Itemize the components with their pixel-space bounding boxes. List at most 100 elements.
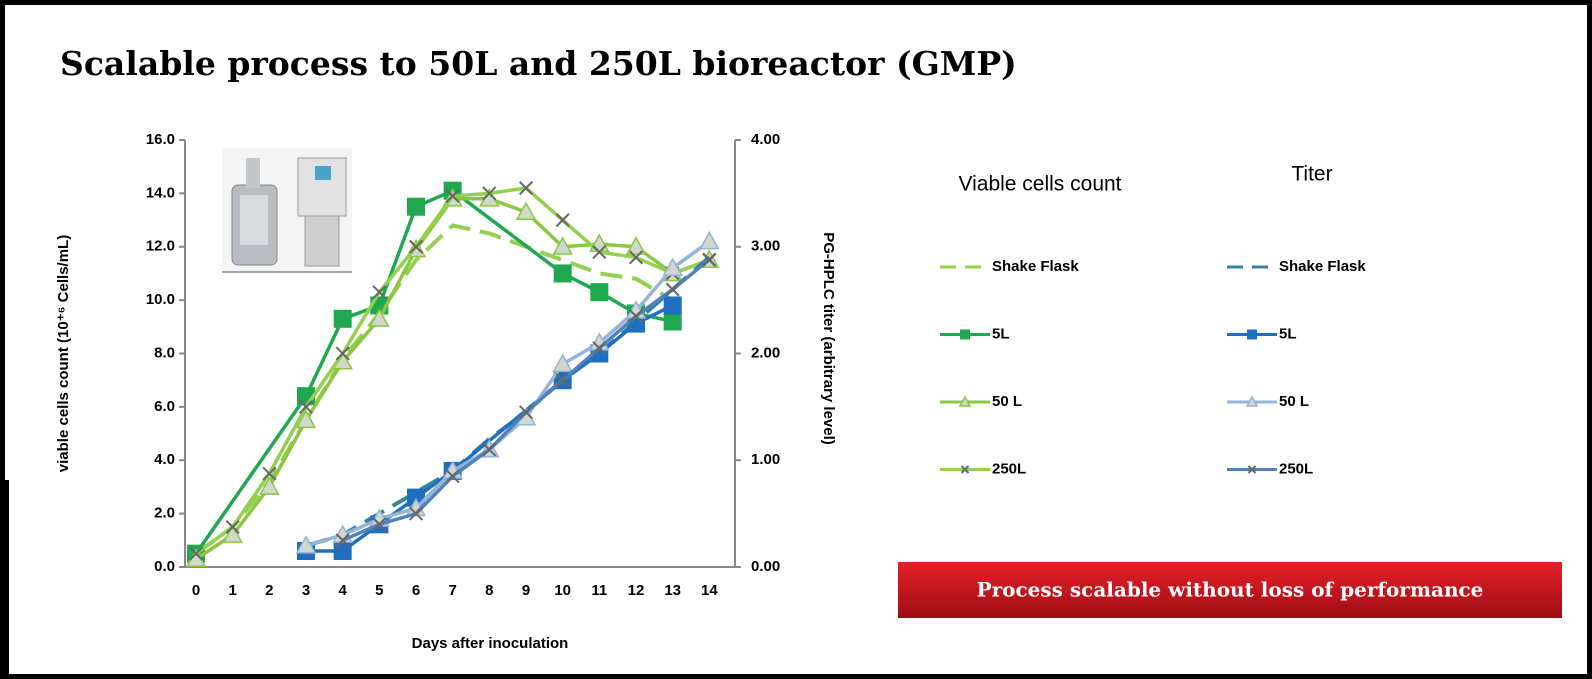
marker — [518, 181, 534, 196]
legend-item: 250L — [940, 460, 1026, 477]
y-tick-label: 14.0 — [146, 184, 175, 201]
marker — [188, 546, 204, 561]
y2-tick-label: 2.00 — [751, 344, 780, 361]
legend-label: 5L — [1279, 325, 1297, 342]
marker — [372, 285, 387, 300]
x-tick-label: 13 — [664, 582, 681, 599]
x-tick-label: 0 — [192, 582, 200, 599]
legend-item: 5L — [940, 325, 1010, 342]
legend-item: 50 L — [940, 393, 1022, 410]
marker — [699, 230, 720, 250]
y-tick-label: 12.0 — [146, 238, 175, 255]
x-tick-label: 5 — [375, 582, 383, 599]
legend-item: 50 L — [1227, 393, 1309, 410]
y-tick-label: 16.0 — [146, 131, 175, 148]
marker — [408, 239, 424, 254]
edge-bar — [0, 480, 9, 679]
marker — [333, 309, 352, 328]
marker — [592, 245, 607, 260]
x-tick-label: 14 — [701, 582, 718, 599]
x-tick-label: 11 — [591, 582, 607, 599]
marker — [663, 312, 682, 331]
x-tick-label: 1 — [228, 582, 236, 599]
marker — [369, 308, 390, 327]
y-axis-title: viable cells count (10⁺⁶ Cells/mL) — [55, 235, 72, 472]
legend-label: 50 L — [992, 393, 1022, 410]
marker — [295, 409, 317, 429]
marker — [1245, 395, 1259, 407]
legend-item: 250L — [1227, 460, 1313, 477]
marker — [665, 282, 680, 297]
marker — [662, 257, 683, 277]
marker — [552, 353, 573, 373]
photo-inset — [222, 148, 352, 273]
marker — [445, 189, 460, 204]
y2-tick-label: 1.00 — [751, 451, 780, 468]
marker — [408, 506, 424, 521]
y-tick-label: 10.0 — [146, 291, 175, 308]
legend-label: Shake Flask — [1279, 258, 1366, 275]
marker — [518, 405, 534, 420]
legend-title: Titer — [1291, 163, 1332, 186]
legend-item: Shake Flask — [1227, 258, 1366, 275]
marker — [407, 197, 425, 216]
y-tick-label: 0.0 — [154, 558, 175, 575]
legend-label: Shake Flask — [992, 258, 1079, 275]
marker — [1247, 329, 1257, 340]
series-line — [194, 223, 674, 556]
marker — [625, 236, 647, 255]
marker — [262, 466, 277, 481]
y-tick-label: 4.0 — [154, 451, 175, 468]
x-tick-label: 4 — [338, 582, 347, 599]
legend-item: Shake Flask — [940, 258, 1079, 275]
marker — [960, 329, 970, 340]
x-tick-label: 9 — [522, 582, 530, 599]
marker — [259, 476, 280, 495]
y2-tick-label: 0.00 — [751, 558, 780, 575]
banner — [898, 562, 1562, 618]
y2-tick-label: 3.00 — [751, 238, 780, 255]
marker — [960, 465, 970, 474]
banner-text: Process scalable without loss of perform… — [977, 578, 1484, 602]
marker — [628, 250, 644, 265]
marker — [552, 236, 573, 255]
x-tick-label: 12 — [628, 582, 645, 599]
marker — [958, 395, 972, 407]
marker — [590, 283, 609, 302]
marker — [333, 541, 352, 560]
marker — [372, 517, 387, 532]
marker — [295, 535, 317, 554]
y2-axis-title: PG-HPLC titer (arbitrary level) — [820, 232, 837, 445]
y-tick-label: 8.0 — [154, 344, 175, 361]
legend-label: 5L — [992, 325, 1010, 342]
marker — [553, 264, 572, 283]
x-tick-label: 2 — [265, 582, 273, 599]
x-tick-label: 10 — [554, 582, 571, 599]
legend-label: 250L — [1279, 460, 1313, 477]
marker — [663, 296, 682, 315]
legend-title: Viable cells count — [958, 173, 1121, 196]
slide-title: Scalable process to 50L and 250L bioreac… — [60, 44, 1017, 83]
marker — [555, 373, 570, 388]
marker — [592, 341, 607, 356]
x-tick-label: 6 — [412, 582, 420, 599]
legend-label: 50 L — [1279, 393, 1309, 410]
x-axis-title: Days after inoculation — [412, 635, 569, 652]
marker — [1247, 465, 1257, 474]
marker — [298, 399, 314, 414]
marker — [515, 201, 537, 221]
marker — [482, 186, 497, 201]
marker — [482, 442, 497, 457]
marker — [222, 524, 243, 543]
y-tick-label: 2.0 — [154, 505, 175, 522]
marker — [555, 213, 570, 228]
marker — [335, 346, 350, 361]
marker — [335, 533, 350, 548]
marker — [702, 252, 717, 267]
x-tick-label: 3 — [302, 582, 310, 599]
series-line — [194, 188, 674, 555]
x-tick-label: 7 — [448, 582, 456, 599]
y2-tick-label: 4.00 — [751, 131, 780, 148]
marker — [445, 469, 460, 484]
